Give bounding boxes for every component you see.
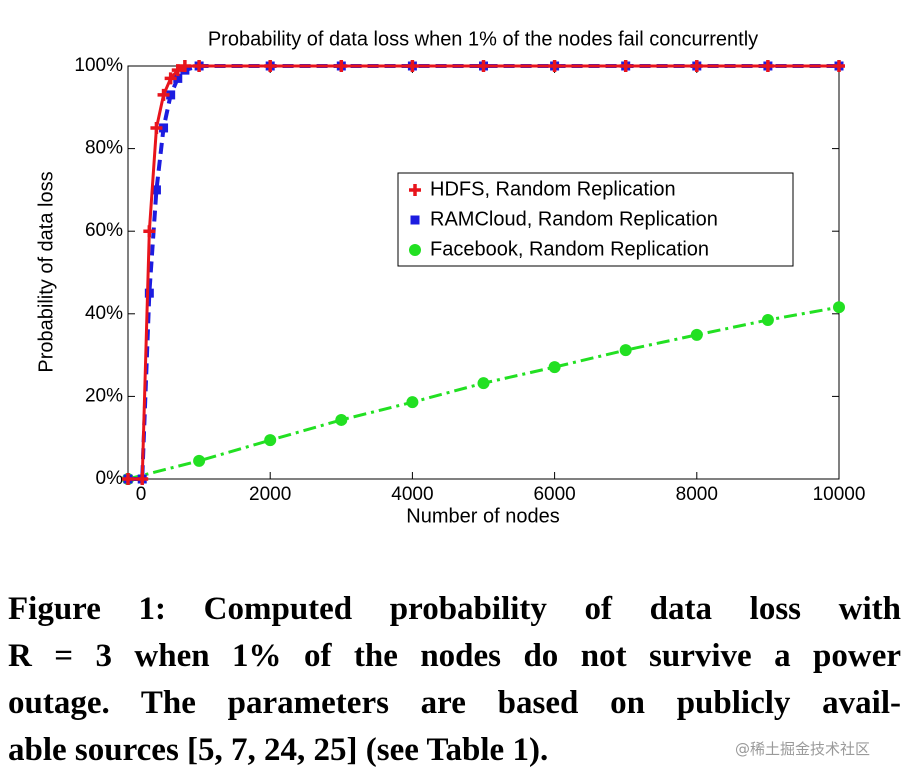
watermark: @稀土掘金技术社区	[735, 740, 871, 758]
marker	[136, 473, 149, 485]
y-tick-label: 100%	[74, 55, 123, 76]
marker	[406, 60, 419, 72]
legend-label: Facebook, Random Replication	[430, 238, 709, 260]
caption-line: outage. The parameters are based on publ…	[8, 685, 901, 721]
marker	[173, 73, 183, 83]
series	[122, 301, 845, 485]
marker	[164, 72, 177, 85]
marker	[477, 377, 490, 390]
marker	[833, 301, 845, 314]
series-line	[127, 305, 840, 481]
caption-line: R = 3 when 1% of the nodes do not surviv…	[8, 638, 901, 674]
x-axis-label: Number of nodes	[406, 505, 559, 527]
legend-box	[397, 172, 794, 267]
marker	[178, 60, 191, 72]
marker	[619, 344, 632, 357]
figure-caption: Figure 1: Computed probability of data l…	[8, 586, 901, 774]
legend: HDFS, Random Replication RAMCloud, Random…	[397, 172, 794, 267]
marker	[690, 328, 703, 341]
marker	[150, 121, 163, 134]
marker	[761, 60, 774, 72]
x-tick-label: 4000	[391, 484, 433, 505]
y-tick-label: 40%	[85, 303, 123, 324]
series	[122, 60, 845, 485]
marker	[159, 123, 169, 133]
marker	[335, 413, 348, 426]
x-tick-label: 8000	[676, 484, 718, 505]
y-tick-label: 80%	[85, 138, 123, 159]
x-tick-label: 0	[136, 484, 147, 505]
x-tick-label: 2000	[249, 484, 291, 505]
chart: Probability of data loss when 1% of the …	[35, 28, 866, 527]
marker	[409, 184, 421, 196]
marker	[264, 60, 277, 72]
caption-line: Figure 1: Computed probability of data l…	[8, 591, 901, 627]
marker	[409, 244, 421, 256]
marker	[548, 60, 561, 72]
legend-label: RAMCloud, Random Replication	[430, 208, 718, 230]
marker	[193, 60, 206, 72]
y-tick-label: 20%	[85, 385, 123, 406]
marker	[157, 88, 170, 101]
legend-label: HDFS, Random Replication	[430, 178, 676, 200]
y-tick-label: 0%	[96, 468, 124, 489]
caption-line: able sources [5, 7, 24, 25] (see Table 1…	[8, 732, 549, 768]
y-axis-label: Probability of data loss	[35, 171, 57, 372]
marker	[151, 185, 161, 195]
series-line	[128, 64, 839, 481]
series-line	[128, 64, 839, 481]
marker	[171, 64, 184, 77]
marker	[335, 60, 348, 72]
marker	[264, 434, 277, 447]
marker	[761, 313, 774, 326]
marker	[833, 60, 845, 72]
y-tick-label: 60%	[85, 220, 123, 241]
x-tick-label: 10000	[813, 484, 866, 505]
marker	[166, 90, 176, 100]
marker	[144, 288, 154, 298]
marker	[406, 396, 419, 409]
marker	[122, 473, 134, 485]
marker	[619, 60, 632, 72]
marker	[548, 361, 561, 374]
marker	[410, 215, 420, 225]
chart-title: Probability of data loss when 1% of the …	[208, 28, 758, 50]
x-tick-label: 6000	[533, 484, 575, 505]
marker	[193, 454, 206, 467]
marker	[477, 60, 490, 72]
series	[123, 61, 844, 484]
plot-frame	[127, 65, 840, 480]
marker	[690, 60, 703, 72]
marker	[143, 225, 156, 238]
